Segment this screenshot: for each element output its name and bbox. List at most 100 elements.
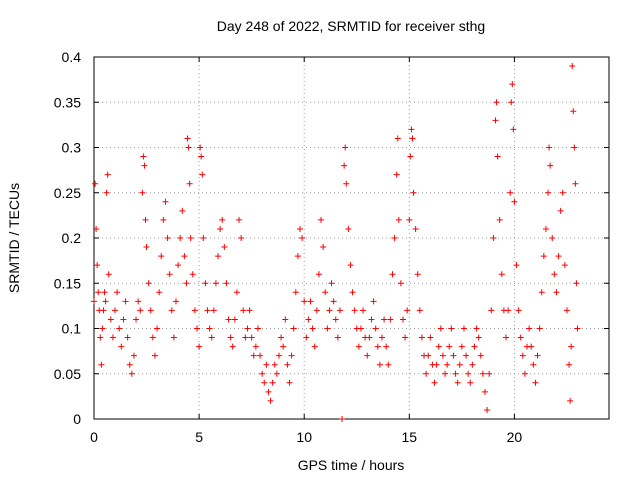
data-point <box>412 225 419 232</box>
data-point <box>509 81 516 88</box>
data-point <box>532 379 539 386</box>
data-point <box>385 361 392 368</box>
data-point <box>313 307 320 314</box>
data-point <box>156 289 163 296</box>
data-point <box>292 289 299 296</box>
data-point <box>114 289 121 296</box>
x-tick-label: 15 <box>402 429 418 445</box>
data-point <box>406 216 413 223</box>
data-point <box>170 334 177 341</box>
data-point <box>561 262 568 269</box>
data-point <box>263 361 270 368</box>
data-point <box>328 280 335 287</box>
data-point <box>147 307 154 314</box>
data-point <box>248 334 255 341</box>
data-point <box>290 325 297 332</box>
data-point <box>196 343 203 350</box>
data-point <box>454 379 461 386</box>
data-point <box>303 334 310 341</box>
data-point <box>297 225 303 232</box>
data-point <box>158 253 165 260</box>
y-tick-label: 0.25 <box>54 185 81 201</box>
data-point <box>477 352 484 359</box>
data-point <box>104 171 111 178</box>
data-point <box>511 198 518 205</box>
data-point <box>507 189 514 196</box>
data-point <box>143 244 150 251</box>
data-point <box>463 352 470 359</box>
data-point <box>357 325 364 332</box>
y-tick-label: 0 <box>73 411 81 427</box>
data-point <box>555 253 562 260</box>
data-point <box>122 298 129 305</box>
data-point <box>223 280 230 287</box>
data-point <box>467 379 474 386</box>
data-point <box>368 316 375 323</box>
axis-ticks: 0 5 10 15 20 0 0.05 0.1 0.15 0.2 0.25 0.3 0.35 0.4 <box>54 49 609 445</box>
data-point <box>341 162 348 169</box>
data-point <box>446 343 453 350</box>
data-point <box>481 388 488 395</box>
data-point <box>103 189 110 196</box>
data-point <box>217 225 224 232</box>
data-point <box>414 271 421 278</box>
data-point <box>151 352 158 359</box>
data-point <box>261 379 268 386</box>
data-point <box>227 334 234 341</box>
data-point <box>91 298 97 305</box>
data-point <box>183 280 190 287</box>
data-point <box>566 361 573 368</box>
data-point <box>267 397 274 404</box>
data-point <box>219 216 226 223</box>
data-point <box>557 207 564 214</box>
data-point <box>360 307 367 314</box>
chart-title: Day 248 of 2022, SRMTID for receiver sth… <box>217 18 485 34</box>
data-point <box>238 235 245 241</box>
data-point <box>186 180 193 187</box>
data-point <box>408 126 415 133</box>
data-point <box>204 307 211 314</box>
data-point <box>339 416 346 422</box>
data-point <box>191 307 198 314</box>
data-point <box>324 325 331 332</box>
data-point <box>212 280 219 287</box>
data-point <box>280 343 287 350</box>
data-point <box>376 361 383 368</box>
data-point <box>553 289 560 296</box>
data-point <box>250 352 257 359</box>
data-point <box>187 235 194 241</box>
data-point <box>107 316 114 323</box>
data-point <box>273 370 280 377</box>
data-point <box>93 225 100 232</box>
data-point <box>400 316 406 323</box>
data-point <box>282 316 289 323</box>
data-point <box>126 361 133 368</box>
data-point <box>112 307 119 314</box>
data-point <box>246 307 253 314</box>
data-point <box>200 235 207 241</box>
data-point <box>109 334 116 341</box>
data-point <box>206 325 213 332</box>
data-point <box>370 298 377 305</box>
data-point <box>336 307 343 314</box>
data-point <box>236 216 243 223</box>
data-point <box>484 406 491 413</box>
data-point <box>99 325 106 332</box>
data-point <box>410 189 417 196</box>
data-point <box>343 180 350 187</box>
data-point <box>435 343 442 350</box>
data-point <box>347 262 354 269</box>
data-point <box>574 325 581 332</box>
data-point <box>515 307 522 314</box>
data-point <box>221 244 228 251</box>
data-point <box>460 325 467 332</box>
data-point <box>409 135 416 142</box>
data-point <box>571 144 578 151</box>
data-point <box>332 316 339 323</box>
data-point <box>387 316 394 323</box>
data-point <box>450 352 457 359</box>
data-point <box>394 135 401 142</box>
data-point <box>322 289 329 296</box>
data-point <box>521 370 528 377</box>
data-point <box>551 271 558 278</box>
